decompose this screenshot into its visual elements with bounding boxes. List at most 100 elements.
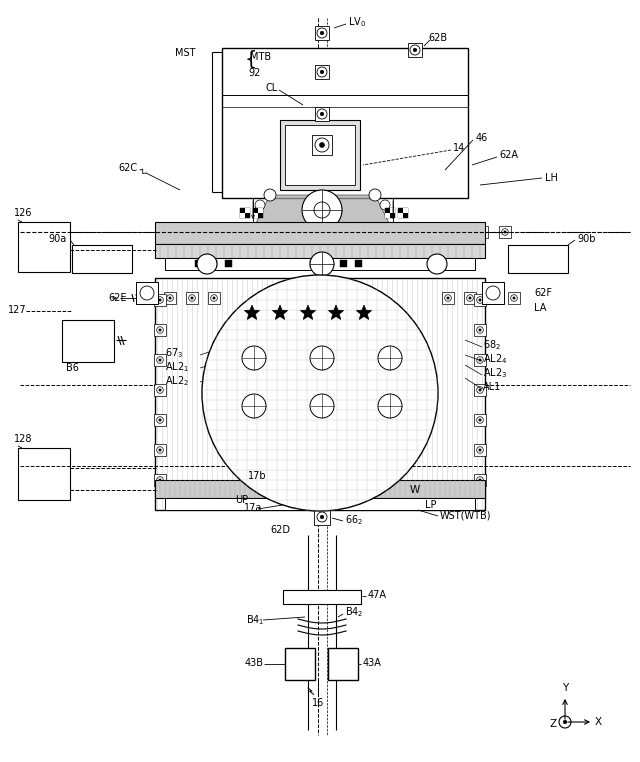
Bar [355,260,362,267]
Circle shape [479,299,481,301]
Bar [240,208,250,218]
Text: 126: 126 [14,208,33,218]
Text: AL2$_2$: AL2$_2$ [165,374,189,388]
Bar [432,226,444,238]
Text: 14: 14 [453,143,465,153]
Circle shape [563,720,567,724]
Polygon shape [328,305,344,319]
Circle shape [189,295,195,301]
Bar [155,244,485,258]
Circle shape [157,327,163,333]
Circle shape [159,328,161,331]
Circle shape [489,295,495,301]
Circle shape [212,297,215,299]
Circle shape [378,394,402,418]
Circle shape [184,231,186,233]
Circle shape [319,142,324,148]
Bar [195,260,202,267]
Bar [474,414,486,426]
Circle shape [467,295,474,301]
Text: AL2$_3$: AL2$_3$ [483,366,507,380]
Bar [186,292,198,304]
Circle shape [479,328,481,331]
Bar [315,107,329,121]
Text: 46: 46 [476,133,488,143]
Bar [222,48,468,198]
Text: 128: 128 [14,434,33,444]
Bar [155,480,485,498]
Circle shape [468,297,471,299]
Bar [155,278,485,510]
Circle shape [559,716,571,728]
Text: {: { [245,50,257,69]
Bar [18,222,70,272]
Circle shape [191,297,193,299]
Bar [210,260,217,267]
Circle shape [502,229,508,235]
Bar [390,208,395,213]
Circle shape [479,229,485,235]
Text: LV$_0$: LV$_0$ [348,15,366,29]
Circle shape [157,357,163,363]
Bar [408,43,422,57]
Bar [179,226,191,238]
Text: 127: 127 [8,305,27,315]
Text: 62E: 62E [108,293,127,303]
Bar [476,226,488,238]
Circle shape [160,229,166,235]
Circle shape [477,296,483,303]
Circle shape [159,419,161,421]
Bar [474,294,486,306]
Circle shape [157,386,163,393]
Bar [253,208,263,218]
Circle shape [477,447,483,453]
Bar [280,120,360,190]
Circle shape [380,200,390,210]
Text: 43B: 43B [245,658,264,668]
Circle shape [479,359,481,361]
Circle shape [159,389,161,391]
Text: 17b: 17b [248,471,267,481]
Text: 62A: 62A [499,150,518,160]
Text: 92: 92 [248,68,260,78]
Circle shape [477,327,483,333]
Text: LA: LA [534,303,547,313]
Bar [474,354,486,366]
Circle shape [427,254,447,274]
Circle shape [435,229,442,235]
Bar [240,213,245,218]
Bar [340,260,347,267]
Text: 16: 16 [312,698,324,708]
Text: 66$_2$: 66$_2$ [345,513,363,527]
Circle shape [369,189,381,201]
Bar [225,260,232,267]
Text: B4$_2$: B4$_2$ [345,605,364,619]
Circle shape [159,479,161,481]
Circle shape [157,296,163,303]
Circle shape [202,275,438,511]
Circle shape [479,479,481,481]
Polygon shape [300,305,316,319]
Polygon shape [273,305,287,319]
Circle shape [321,455,323,457]
Bar [154,294,166,306]
Bar [464,292,476,304]
Text: 43A: 43A [363,658,382,668]
Circle shape [477,386,483,393]
Text: AL2$_4$: AL2$_4$ [483,352,508,366]
Circle shape [302,190,342,230]
Bar [164,292,176,304]
Circle shape [317,28,327,38]
Text: 62F: 62F [534,288,552,298]
Circle shape [159,299,161,301]
Text: W: W [410,485,420,495]
Bar [398,213,403,218]
Bar [486,292,498,304]
Bar [18,448,70,500]
Circle shape [310,394,334,418]
Circle shape [491,297,493,299]
Circle shape [479,419,481,421]
Circle shape [477,477,483,483]
Circle shape [317,512,327,522]
Bar [508,292,520,304]
